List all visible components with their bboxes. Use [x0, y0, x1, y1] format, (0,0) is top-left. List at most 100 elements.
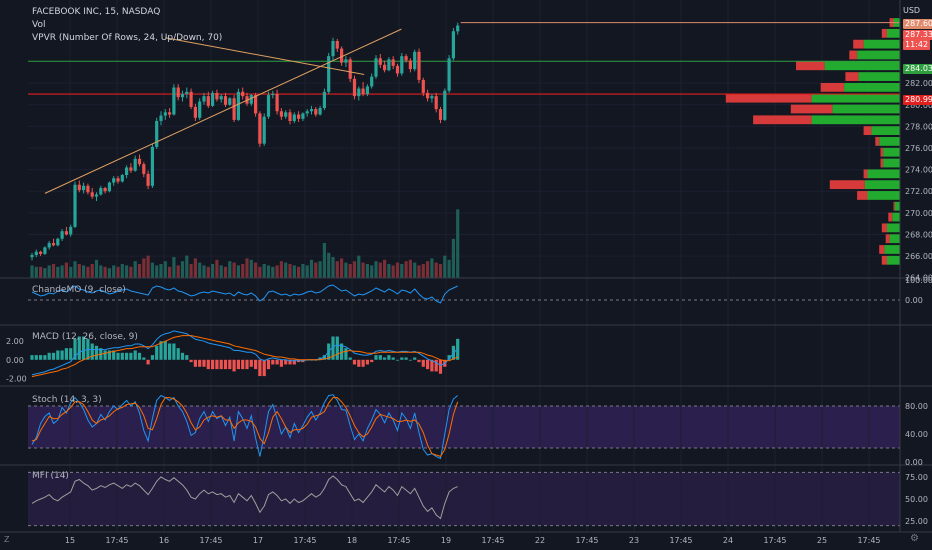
volume-profile-up-bar [889, 234, 900, 244]
time-tick-label: 24 [723, 536, 733, 545]
volume-profile-down-bar [863, 169, 868, 179]
stoch-tick-label: 80.00 [905, 402, 928, 411]
candle-body [322, 91, 326, 109]
macd-histogram-bar [413, 357, 417, 360]
macd-histogram-bar [348, 357, 352, 360]
macd-histogram-bar [219, 359, 223, 370]
volume-profile-down-bar [853, 39, 864, 49]
volume-bar [383, 259, 387, 278]
candle-body [279, 111, 283, 117]
volume-bar [150, 262, 154, 278]
volume-bar [275, 265, 279, 278]
volume-bar [236, 265, 240, 278]
candle-body [352, 78, 357, 97]
macd-histogram-bar [404, 357, 408, 360]
candle-body [327, 56, 331, 92]
symbol-title[interactable]: FACEBOOK INC, 15, NASDAQ [32, 7, 161, 17]
volume-bar [202, 265, 206, 278]
macd-histogram-bar [51, 352, 56, 360]
macd-label[interactable]: MACD (12, 26, close, 9) [32, 332, 138, 342]
volume-bar [189, 264, 193, 278]
volume-bar [64, 262, 68, 278]
volume-bar [146, 255, 150, 278]
volume-bar [193, 258, 197, 278]
candle-body [344, 59, 348, 63]
macd-histogram-bar [426, 359, 430, 370]
time-tick-label: 17:45 [575, 536, 598, 545]
macd-histogram-bar [370, 359, 374, 363]
volume-bar [400, 264, 404, 278]
volume-bar [129, 266, 133, 278]
candle-body [137, 158, 142, 165]
volume-bar [185, 255, 189, 278]
stoch-tick-label: 40.00 [905, 430, 928, 439]
volume-profile-up-bar [887, 28, 900, 38]
volume-profile-down-bar [820, 82, 845, 92]
candle-body [125, 167, 129, 176]
chandemo-label[interactable]: ChandeMO (9, close) [32, 285, 126, 295]
volume-profile-up-bar [879, 137, 900, 146]
currency-label[interactable]: USD [903, 6, 921, 15]
candle-body [202, 96, 206, 102]
candle-body [404, 56, 408, 61]
volume-bar [116, 266, 120, 278]
mfi-label[interactable]: MFI (14) [32, 471, 69, 481]
candle-body [223, 96, 228, 105]
candle-body [271, 93, 275, 96]
volume-bar [271, 266, 275, 278]
mfi-tick-label: 75.00 [905, 473, 928, 482]
volume-bar [331, 257, 335, 278]
candle-body [116, 178, 120, 182]
gear-icon[interactable]: ⚙ [910, 533, 919, 544]
volume-bar [254, 262, 258, 278]
stoch-d-line [31, 397, 459, 457]
time-tick-label: 17:45 [199, 536, 222, 545]
candle-body [297, 114, 301, 119]
volume-indicator-label[interactable]: Vol [32, 20, 46, 30]
candle-body [241, 91, 245, 97]
volume-bar [159, 264, 163, 278]
macd-histogram-bar [395, 359, 400, 361]
volume-bar [125, 265, 129, 278]
macd-histogram-bar [112, 350, 116, 360]
macd-histogram-bar [361, 359, 365, 367]
volume-bar [73, 261, 77, 278]
price-tick-label: 270.00 [905, 209, 932, 218]
macd-histogram-bar [374, 355, 378, 360]
macd-histogram-bar [344, 348, 348, 360]
volume-bar [322, 243, 326, 278]
macd-histogram-bar [103, 350, 107, 360]
candle-body [172, 87, 176, 115]
macd-histogram-bar [189, 359, 193, 363]
volume-bar [387, 264, 391, 278]
volume-bar [288, 264, 292, 278]
macd-tick-label: -2.00 [6, 374, 27, 383]
price-tick-label: 274.00 [905, 166, 932, 175]
candle-body [348, 59, 352, 79]
candle-body [198, 101, 202, 118]
volume-profile-down-bar [725, 93, 812, 103]
volume-profile-down-bar [881, 28, 887, 38]
candle-body [86, 185, 90, 193]
volume-profile-up-bar [867, 169, 900, 179]
volume-bar [82, 265, 86, 278]
volume-bar [451, 238, 455, 278]
vpvr-indicator-label[interactable]: VPVR (Number Of Rows, 24, Up/Down, 70) [32, 33, 223, 43]
volume-bar [47, 265, 51, 278]
volume-profile-down-bar [845, 72, 859, 81]
candle-body [374, 58, 378, 77]
volume-bar [395, 262, 400, 278]
macd-tick-label: 2.00 [6, 337, 24, 346]
volume-bar [417, 265, 421, 278]
stoch-label[interactable]: Stoch (14, 3, 3) [32, 395, 102, 405]
volume-profile-up-bar [832, 104, 900, 114]
volume-profile-down-bar [880, 147, 884, 157]
timezone-icon[interactable]: Z [4, 535, 10, 544]
volume-profile-down-bar [879, 245, 885, 254]
volume-bar [421, 264, 425, 278]
candle-body [335, 41, 339, 49]
candle-body [318, 108, 322, 115]
volume-profile-up-bar [857, 50, 900, 60]
volume-bar [249, 259, 253, 278]
volume-bar [94, 259, 99, 278]
